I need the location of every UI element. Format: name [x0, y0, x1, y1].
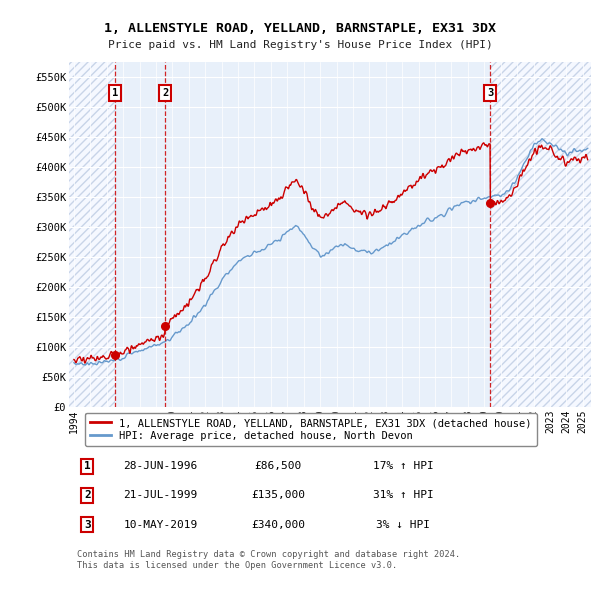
Text: 2: 2	[84, 490, 91, 500]
Text: £135,000: £135,000	[251, 490, 305, 500]
Text: 3% ↓ HPI: 3% ↓ HPI	[376, 520, 430, 529]
Text: £340,000: £340,000	[251, 520, 305, 529]
Bar	[115, 62, 490, 407]
Text: 3: 3	[84, 520, 91, 529]
Text: 1: 1	[84, 461, 91, 471]
Text: 2: 2	[162, 88, 168, 98]
Text: 1: 1	[112, 88, 118, 98]
Text: 3: 3	[487, 88, 493, 98]
Text: 10-MAY-2019: 10-MAY-2019	[123, 520, 197, 529]
Bar	[490, 62, 591, 407]
Legend: 1, ALLENSTYLE ROAD, YELLAND, BARNSTAPLE, EX31 3DX (detached house), HPI: Average: 1, ALLENSTYLE ROAD, YELLAND, BARNSTAPLE,…	[85, 413, 537, 446]
Text: 31% ↑ HPI: 31% ↑ HPI	[373, 490, 433, 500]
Text: Contains HM Land Registry data © Crown copyright and database right 2024.
This d: Contains HM Land Registry data © Crown c…	[77, 550, 460, 570]
Bar	[69, 62, 115, 407]
Text: 1, ALLENSTYLE ROAD, YELLAND, BARNSTAPLE, EX31 3DX: 1, ALLENSTYLE ROAD, YELLAND, BARNSTAPLE,…	[104, 22, 496, 35]
Text: 28-JUN-1996: 28-JUN-1996	[123, 461, 197, 471]
Text: 17% ↑ HPI: 17% ↑ HPI	[373, 461, 433, 471]
Text: £86,500: £86,500	[254, 461, 301, 471]
Text: 21-JUL-1999: 21-JUL-1999	[123, 490, 197, 500]
Text: Price paid vs. HM Land Registry's House Price Index (HPI): Price paid vs. HM Land Registry's House …	[107, 40, 493, 50]
